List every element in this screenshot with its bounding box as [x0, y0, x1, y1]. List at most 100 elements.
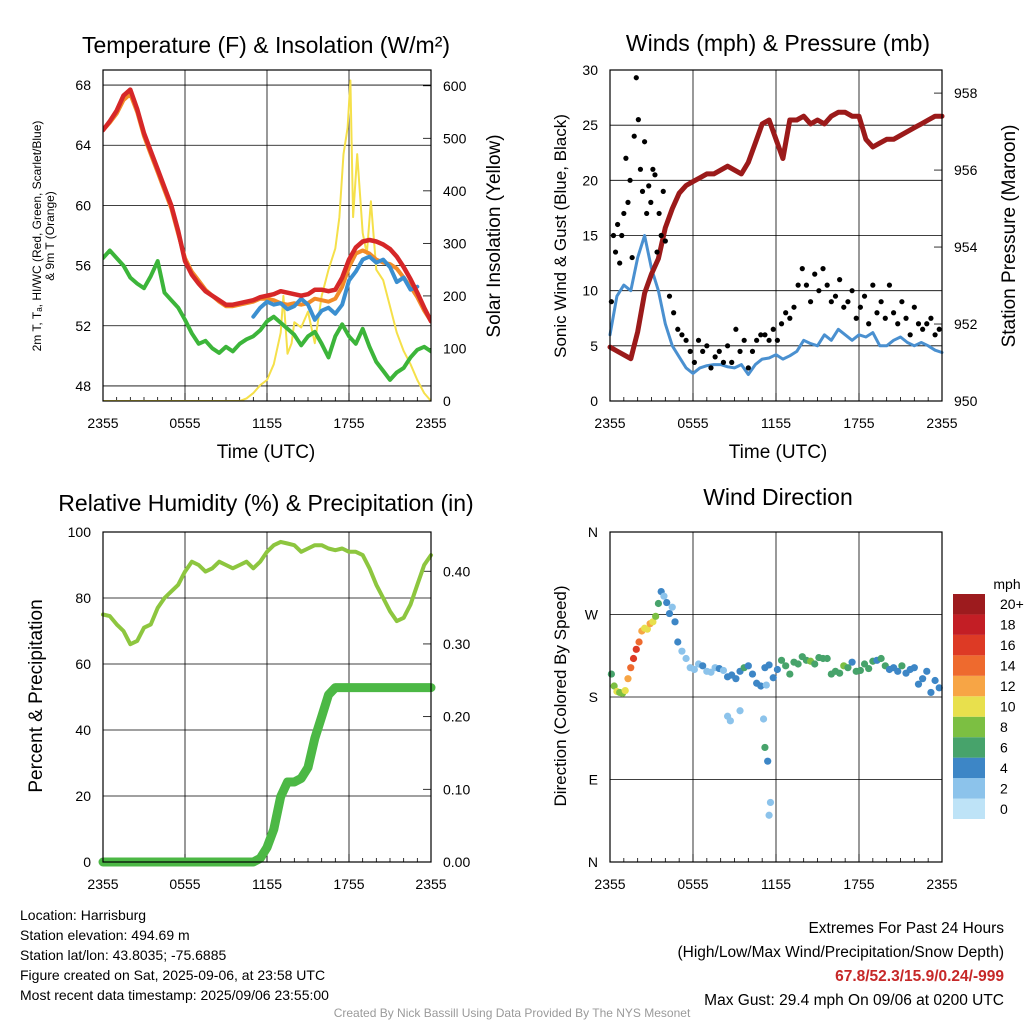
- plot-border: [609, 531, 943, 863]
- wind-gust-point: [619, 232, 625, 239]
- dir-x-tick-label: 1755: [843, 876, 874, 892]
- plot-border: [102, 531, 432, 863]
- temp-x-tick-label: 0555: [169, 415, 200, 431]
- wind-gust-point: [778, 321, 785, 327]
- wind-gust-point: [812, 271, 818, 277]
- wind-gust-point: [870, 282, 876, 288]
- wind-direction-point: [678, 647, 686, 655]
- dir-y-tick-label: S: [589, 689, 598, 705]
- wind-gust-point: [631, 133, 637, 139]
- wind-gust-point: [853, 315, 859, 321]
- wind-gust-point: [911, 304, 917, 310]
- wind-direction-point: [627, 664, 635, 672]
- colorbar-swatch: [953, 737, 985, 758]
- wind-gust-point: [924, 321, 930, 327]
- colorbar-title: mph: [993, 576, 1020, 592]
- wind-gust-point: [774, 337, 780, 343]
- wind-direction-point: [898, 662, 906, 670]
- wind-direction-point: [674, 638, 682, 646]
- wind-plot-area: 2355 0555 1155 1755 2355 0 5 10 15 20 25 30 950 952 95…: [582, 62, 977, 431]
- wind-x-tick-label: 2355: [594, 415, 625, 431]
- wind-gust-point: [841, 304, 847, 310]
- wind-gust-point: [691, 359, 697, 365]
- wind-direction-point: [773, 665, 781, 674]
- wind-direction-point: [923, 667, 931, 675]
- wind-direction-point: [682, 654, 690, 663]
- wind-y-tick-label: 0: [590, 393, 598, 409]
- wind-gust-point: [648, 199, 654, 205]
- wind-direction-point: [665, 609, 674, 618]
- wind-direction-point: [607, 670, 615, 678]
- colorbar-swatch: [953, 675, 985, 697]
- wind-gust-point: [824, 282, 830, 288]
- rh-y-tick-label: 100: [68, 524, 92, 540]
- wind-direction-point: [707, 668, 715, 676]
- wind-gust-point: [749, 348, 756, 354]
- temp-y2-tick-label: 200: [443, 288, 467, 304]
- wind-gust-point: [617, 260, 623, 266]
- plot-border: [609, 69, 943, 402]
- colorbar-label: 14: [1000, 658, 1016, 674]
- wind-direction-point: [856, 666, 864, 675]
- wind-direction-point: [769, 674, 777, 682]
- wind-gust-point: [803, 282, 810, 288]
- wind-y-tick-label: 25: [582, 117, 598, 133]
- wind-gust-point: [675, 326, 681, 332]
- rh-x-tick-label: 2355: [415, 876, 446, 892]
- wind-gust-point: [787, 315, 793, 321]
- colorbar-label: 10: [1000, 699, 1016, 715]
- wind-gust-point: [762, 332, 768, 338]
- wind-gust-point: [754, 337, 760, 343]
- wind-direction-point: [732, 675, 740, 683]
- rh-x-tick-label: 0555: [169, 876, 200, 892]
- dir-x-tick-label: 1155: [761, 876, 791, 892]
- wind-gust-point: [650, 166, 656, 172]
- colorbar-swatch: [953, 614, 985, 635]
- temp-x-tick-label: 2355: [87, 415, 118, 431]
- wind-gust-point: [845, 299, 851, 305]
- wind-direction-point: [865, 664, 873, 673]
- wind-gust-point: [832, 293, 839, 299]
- wind-direction-point: [786, 670, 794, 678]
- wind-direction-point: [782, 662, 790, 670]
- colorbar-swatch: [953, 757, 985, 779]
- extremes-subtitle: (High/Low/Max Wind/Precipitation/Snow De…: [677, 944, 1005, 961]
- colorbar-label: 8: [1000, 719, 1008, 735]
- wind-y-tick-label: 10: [582, 283, 598, 299]
- colorbar-label: 16: [1000, 637, 1016, 653]
- wind-panel-title: Winds (mph) & Pressure (mb): [626, 30, 930, 56]
- wind-gust-point: [612, 249, 619, 255]
- colorbar-label: 4: [1000, 760, 1008, 776]
- wind-gust-point: [625, 199, 631, 205]
- wind-direction-point: [914, 680, 923, 688]
- wind-x-axis-label: Time (UTC): [729, 442, 828, 463]
- wind-direction-point: [757, 682, 765, 690]
- wind-y-tick-label: 5: [590, 338, 598, 354]
- temp-y-axis-label-line1: 2m T, Tₐ, HI/WC (Red, Green, Scarlet/Blu…: [30, 121, 44, 352]
- extremes-title: Extremes For Past 24 Hours: [808, 920, 1004, 937]
- wind-gust-point: [646, 183, 652, 189]
- colorbar-swatch: [953, 798, 985, 819]
- speed-colorbar: 0 2 4 6 8 10 12 14 16 18 20+: [953, 594, 1024, 819]
- wind-gust-point: [907, 332, 913, 338]
- wind-direction-point: [624, 675, 632, 683]
- wind-gust-point: [820, 266, 826, 272]
- wind-speed-line: [608, 234, 944, 376]
- temp-y2-tick-label: 100: [443, 340, 467, 356]
- temp-x-tick-label: 2355: [415, 415, 446, 431]
- wind-gust-point: [716, 348, 722, 354]
- rh-panel-title: Relative Humidity (%) & Precipitation (i…: [58, 490, 473, 516]
- rh-y-tick-label: 80: [75, 590, 91, 606]
- wind-gust-point: [644, 210, 650, 217]
- temp-x-tick-label: 1155: [252, 415, 282, 431]
- colorbar-label: 0: [1000, 801, 1008, 817]
- wind-gust-point: [745, 365, 751, 371]
- wind-gust-point: [828, 299, 834, 305]
- dir-x-tick-label: 2355: [926, 876, 957, 892]
- colorbar-swatch: [953, 594, 985, 615]
- colorbar-label: 18: [1000, 617, 1016, 633]
- rh-y2-tick-label: 0.20: [443, 709, 470, 725]
- wind-direction-point: [765, 811, 773, 819]
- wind-gust-point: [799, 266, 805, 272]
- wind-direction-point: [643, 625, 651, 633]
